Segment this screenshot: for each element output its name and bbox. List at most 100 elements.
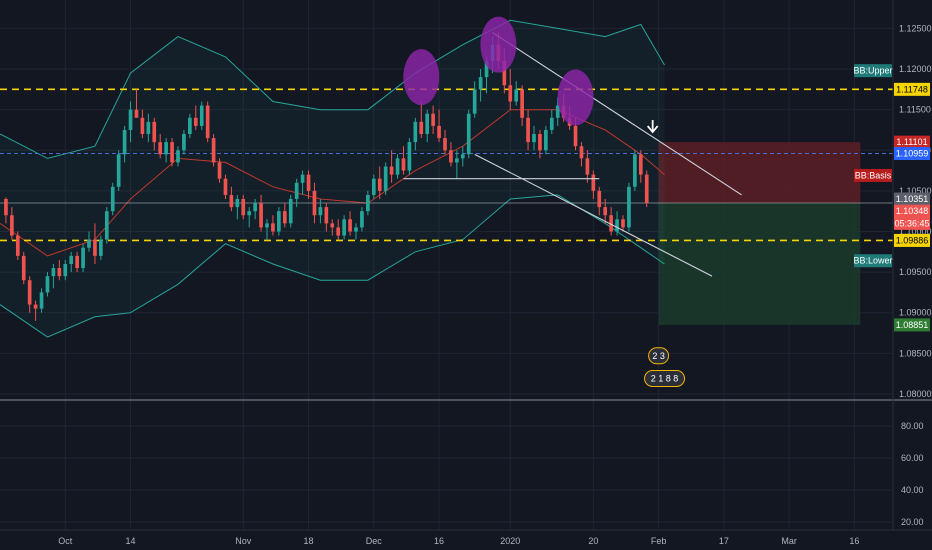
candle-body[interactable] — [15, 235, 20, 256]
candle-body[interactable] — [152, 121, 157, 143]
candle-body[interactable] — [609, 215, 613, 232]
candle-body[interactable] — [443, 138, 447, 151]
candle-body[interactable] — [27, 280, 32, 305]
event-badge[interactable] — [644, 370, 686, 388]
candle-body[interactable] — [306, 174, 311, 191]
candle-body[interactable] — [99, 239, 103, 256]
candle-body[interactable] — [508, 85, 513, 102]
candle-body[interactable] — [360, 211, 364, 228]
candle-body[interactable] — [69, 255, 74, 264]
candle-body[interactable] — [555, 105, 560, 118]
candle-body[interactable] — [122, 129, 127, 155]
candle-body[interactable] — [116, 154, 121, 187]
candle-body[interactable] — [176, 150, 180, 163]
candle-body[interactable] — [585, 158, 590, 175]
candle-body[interactable] — [265, 223, 269, 228]
candle-body[interactable] — [253, 203, 257, 212]
candle-body[interactable] — [259, 203, 263, 228]
candle-body[interactable] — [644, 174, 649, 204]
candle-body[interactable] — [591, 174, 596, 191]
candle-body[interactable] — [449, 150, 453, 163]
candle-body[interactable] — [514, 89, 519, 102]
candle-body[interactable] — [460, 154, 465, 159]
candle-body[interactable] — [621, 219, 625, 228]
candle-body[interactable] — [336, 227, 341, 236]
candle-body[interactable] — [81, 247, 85, 269]
candle-body[interactable] — [638, 154, 643, 175]
candle-body[interactable] — [4, 199, 8, 216]
candle-body[interactable] — [193, 117, 198, 126]
candle-body[interactable] — [39, 292, 44, 309]
candle-body[interactable] — [383, 166, 388, 191]
candle-body[interactable] — [205, 105, 210, 139]
candle-body[interactable] — [330, 223, 335, 228]
candle-body[interactable] — [170, 142, 174, 163]
candle-body[interactable] — [93, 239, 97, 256]
candle-body[interactable] — [140, 117, 145, 135]
candle-body[interactable] — [21, 255, 26, 281]
candle-body[interactable] — [312, 190, 317, 216]
candle-body[interactable] — [10, 215, 14, 236]
candle-body[interactable] — [33, 304, 38, 309]
candle-body[interactable] — [437, 125, 441, 139]
candle-body[interactable] — [63, 263, 68, 277]
candle-body[interactable] — [271, 223, 275, 232]
candle-body[interactable] — [633, 154, 637, 187]
candle-body[interactable] — [615, 219, 619, 232]
candle-body[interactable] — [199, 105, 204, 126]
candle-body[interactable] — [544, 129, 548, 151]
event-badges[interactable]: 2 3 2 1 8 8 — [644, 347, 686, 388]
candle-body[interactable] — [407, 142, 412, 171]
candle-body[interactable] — [366, 194, 370, 212]
candle-body[interactable] — [134, 109, 139, 118]
candle-body[interactable] — [217, 162, 222, 179]
candle-body[interactable] — [223, 178, 228, 195]
candle-body[interactable] — [282, 211, 287, 224]
candle-body[interactable] — [104, 211, 109, 240]
candle-body[interactable] — [354, 227, 358, 232]
candle-body[interactable] — [532, 134, 536, 143]
candle-body[interactable] — [342, 219, 346, 236]
candle-body[interactable] — [57, 268, 62, 277]
candle-body[interactable] — [401, 158, 406, 171]
candle-body[interactable] — [431, 113, 435, 126]
candle-body[interactable] — [51, 268, 56, 277]
candle-body[interactable] — [87, 239, 91, 248]
candle-body[interactable] — [277, 211, 281, 232]
candle-body[interactable] — [413, 121, 418, 143]
candle-body[interactable] — [128, 109, 133, 130]
candle-body[interactable] — [502, 60, 507, 86]
candle-body[interactable] — [371, 178, 376, 195]
candle-body[interactable] — [164, 142, 168, 155]
candle-body[interactable] — [526, 117, 530, 143]
candle-body[interactable] — [146, 121, 151, 135]
candle-body[interactable] — [324, 207, 329, 224]
candlestick-series[interactable] — [4, 32, 649, 321]
candle-body[interactable] — [110, 186, 115, 212]
candle-body[interactable] — [573, 125, 578, 147]
candle-body[interactable] — [472, 89, 477, 114]
candle-body[interactable] — [538, 134, 542, 151]
candle-body[interactable] — [182, 134, 186, 151]
candle-body[interactable] — [466, 113, 471, 155]
candle-body[interactable] — [549, 117, 554, 130]
candle-body[interactable] — [389, 166, 394, 175]
candle-body[interactable] — [158, 142, 163, 155]
candle-body[interactable] — [627, 186, 631, 228]
candle-body[interactable] — [579, 146, 584, 159]
time-axis[interactable]: Oct 14 Nov 18 Dec 16 2020 20 Feb 17 Mar 16 — [58, 536, 859, 546]
candle-body[interactable] — [597, 190, 602, 208]
candle-body[interactable] — [188, 117, 192, 135]
candle-body[interactable] — [419, 121, 424, 135]
candle-body[interactable] — [484, 60, 489, 78]
candle-body[interactable] — [478, 77, 483, 90]
candle-body[interactable] — [318, 207, 323, 216]
candle-body[interactable] — [211, 138, 216, 163]
candle-body[interactable] — [45, 276, 50, 293]
candle-body[interactable] — [348, 219, 352, 232]
candle-body[interactable] — [247, 211, 252, 216]
candle-body[interactable] — [235, 199, 240, 208]
candle-body[interactable] — [455, 158, 459, 163]
candle-body[interactable] — [300, 174, 305, 183]
